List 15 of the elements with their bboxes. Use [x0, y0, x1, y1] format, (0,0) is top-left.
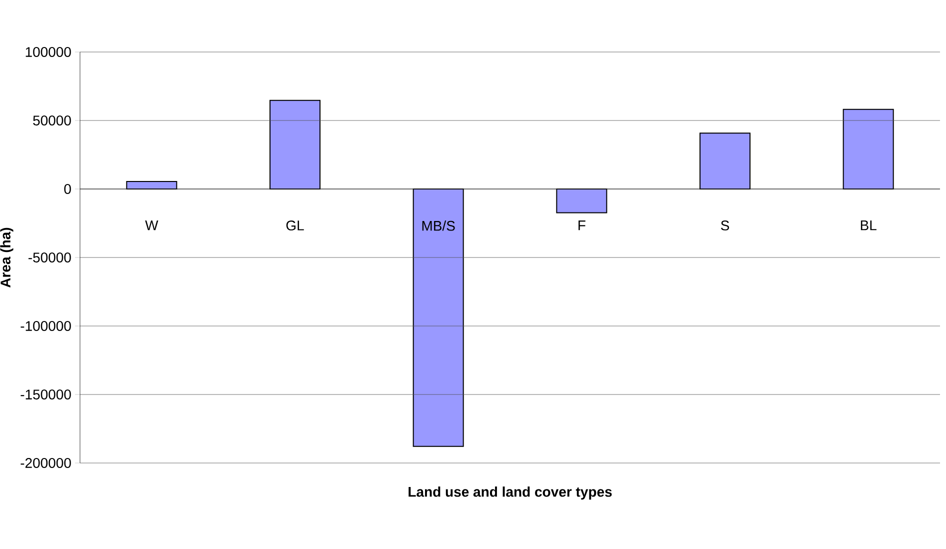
- y-tick-label: -100000: [20, 321, 71, 331]
- x-tick-label: S: [720, 220, 730, 230]
- y-tick-label: -150000: [20, 390, 71, 400]
- y-tick-label: 100000: [26, 47, 71, 57]
- x-tick-label: W: [145, 220, 158, 230]
- y-axis-title: Area (ha): [0, 228, 14, 288]
- x-axis-title: Land use and land cover types: [408, 486, 612, 500]
- y-tick-label: -50000: [28, 252, 71, 262]
- y-tick-label: 50000: [33, 116, 71, 126]
- x-tick-label: GL: [286, 220, 304, 230]
- x-tick-label: BL: [860, 220, 876, 230]
- x-tick-label: MB/S: [422, 220, 455, 231]
- y-tick-label: -200000: [20, 458, 71, 468]
- x-tick-label: F: [578, 220, 586, 230]
- y-tick-label: 0: [64, 184, 71, 194]
